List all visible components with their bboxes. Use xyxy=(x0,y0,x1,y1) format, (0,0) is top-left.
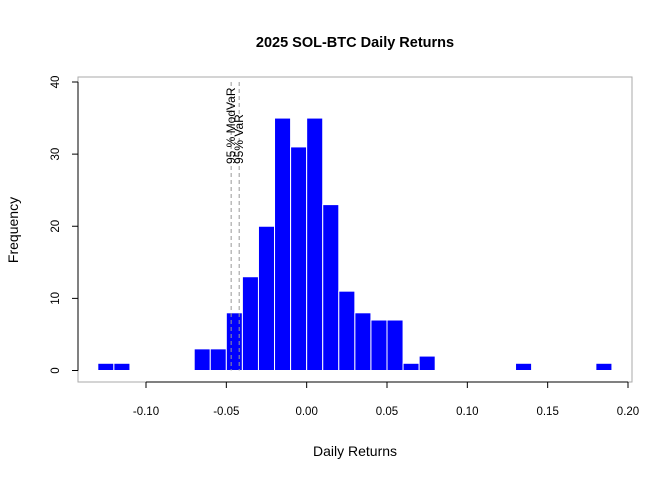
reference-line-label: 95% VaR xyxy=(232,114,246,164)
reference-line-label: 95 % ModVaR xyxy=(224,87,238,164)
y-tick-label: 40 xyxy=(50,76,62,89)
histogram-bar xyxy=(241,276,259,371)
histogram-bar xyxy=(306,117,324,371)
histogram-bar xyxy=(595,362,613,372)
x-tick-label: -0.05 xyxy=(213,406,239,418)
y-axis-title: Frequency xyxy=(5,197,21,263)
histogram-bars xyxy=(97,117,613,372)
histogram-bar xyxy=(322,204,340,371)
x-tick-label: 0.15 xyxy=(536,406,558,418)
x-axis: -0.10 -0.05 0.00 0.05 0.10 0.15 0.20 xyxy=(133,381,639,418)
x-tick-label: 0.00 xyxy=(295,406,317,418)
x-tick-label: 0.10 xyxy=(456,406,478,418)
y-tick-label: 20 xyxy=(50,220,62,233)
histogram-bar xyxy=(113,362,131,372)
histogram-bar xyxy=(418,355,436,372)
x-tick-label: 0.20 xyxy=(617,406,639,418)
x-axis-title: Daily Returns xyxy=(313,443,397,459)
histogram-bar xyxy=(290,146,308,371)
y-tick-label: 30 xyxy=(50,148,62,161)
histogram-bar xyxy=(193,348,211,371)
histogram-bar xyxy=(402,362,420,372)
histogram-bar xyxy=(209,348,227,371)
histogram-bar xyxy=(515,362,533,372)
histogram-bar xyxy=(274,117,292,371)
histogram-bar xyxy=(97,362,115,372)
x-tick-label: 0.05 xyxy=(376,406,398,418)
histogram-bar xyxy=(338,290,356,372)
x-tick-label: -0.10 xyxy=(133,406,159,418)
histogram-bar xyxy=(225,312,243,371)
histogram-bar xyxy=(386,319,404,372)
histogram-bar xyxy=(257,225,276,371)
y-tick-label: 0 xyxy=(50,367,62,373)
histogram-bar xyxy=(370,319,388,372)
histogram-bar xyxy=(354,312,372,371)
y-axis: 0 10 20 30 40 xyxy=(50,76,79,374)
y-tick-label: 10 xyxy=(50,292,62,305)
chart-title: 2025 SOL-BTC Daily Returns xyxy=(256,35,454,51)
